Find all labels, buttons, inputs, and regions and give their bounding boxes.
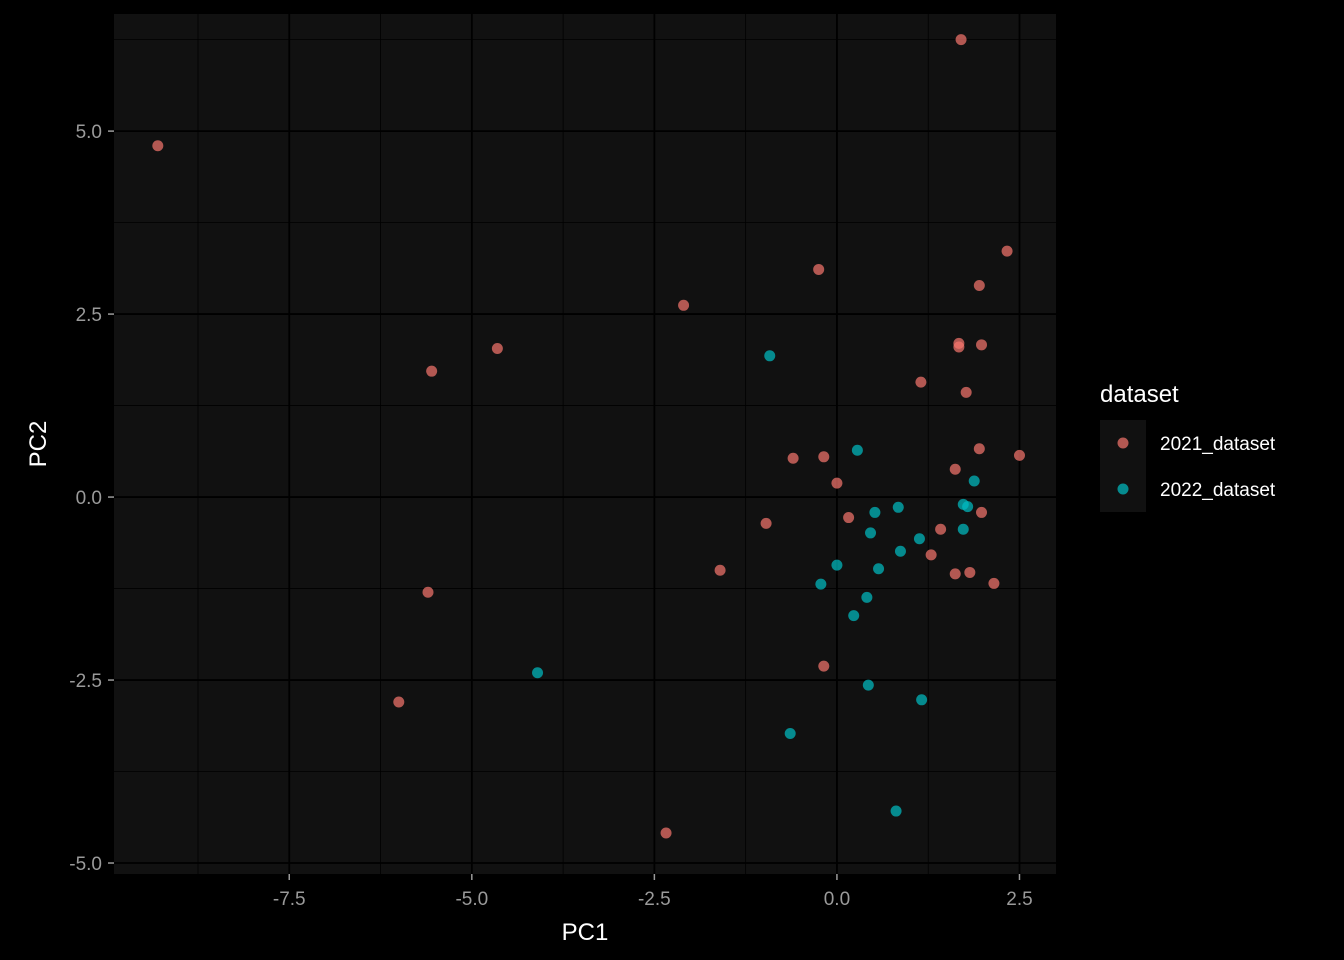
point-2022_dataset <box>784 727 796 739</box>
point-2021_dataset <box>843 512 855 524</box>
minor-grid <box>114 14 1056 874</box>
point-2022_dataset <box>869 506 881 518</box>
point-2021_dataset <box>760 517 772 529</box>
point-2021_dataset <box>988 577 1000 589</box>
x-tick-label: 2.5 <box>1006 889 1032 910</box>
point-2022_dataset <box>764 350 776 362</box>
point-2021_dataset <box>1013 449 1025 461</box>
point-2021_dataset <box>960 386 972 398</box>
point-2021_dataset <box>925 549 937 561</box>
point-2022_dataset <box>862 679 874 691</box>
point-2021_dataset <box>678 299 690 311</box>
point-2022_dataset <box>532 667 544 679</box>
major-grid <box>114 14 1056 874</box>
plot-panel <box>114 14 1056 874</box>
point-2021_dataset <box>787 452 799 464</box>
x-tick-label: 0.0 <box>824 889 850 910</box>
point-2022_dataset <box>873 563 885 575</box>
point-2021_dataset <box>973 280 985 292</box>
point-2021_dataset <box>152 140 164 152</box>
point-2021_dataset <box>1001 245 1013 257</box>
y-tick-label: -2.5 <box>69 671 102 692</box>
point-2022_dataset <box>890 805 902 817</box>
point-2022_dataset <box>831 559 843 571</box>
point-2021_dataset <box>973 443 985 455</box>
point-2022_dataset <box>848 610 860 622</box>
point-2021_dataset <box>714 564 726 576</box>
point-2021_dataset <box>949 463 961 475</box>
y-axis-title: PC2 <box>25 421 52 468</box>
point-2022_dataset <box>892 501 904 513</box>
y-tick-label: -5.0 <box>69 854 102 875</box>
point-2021_dataset <box>491 342 503 354</box>
point-2022_dataset <box>894 545 906 557</box>
point-2022_dataset <box>968 475 980 487</box>
point-2022_dataset <box>962 501 974 513</box>
legend-key-2021_dataset <box>1117 437 1129 449</box>
point-2021_dataset <box>953 341 965 353</box>
point-2021_dataset <box>813 263 825 275</box>
legend-title: dataset <box>1100 381 1179 408</box>
point-2021_dataset <box>976 339 988 351</box>
x-tick-label: -2.5 <box>638 889 671 910</box>
point-2021_dataset <box>955 34 967 46</box>
legend-key-background <box>1100 420 1146 512</box>
point-2021_dataset <box>818 660 830 672</box>
point-2022_dataset <box>916 694 928 706</box>
x-axis-title: PC1 <box>562 919 609 946</box>
point-2022_dataset <box>957 523 969 535</box>
point-2021_dataset <box>393 696 405 708</box>
point-2021_dataset <box>426 365 438 377</box>
point-2022_dataset <box>913 533 925 545</box>
point-2021_dataset <box>935 523 947 535</box>
x-tick-label: -7.5 <box>273 889 306 910</box>
y-axis-ticks: -5.0 -2.5 0.0 2.5 5.0 <box>69 122 114 875</box>
legend: dataset 2021_dataset 2022_dataset <box>1100 381 1276 512</box>
point-2021_dataset <box>660 827 672 839</box>
y-tick-label: 2.5 <box>76 305 102 326</box>
point-2022_dataset <box>815 578 827 590</box>
point-2021_dataset <box>949 568 961 580</box>
legend-key-2022_dataset <box>1117 483 1129 495</box>
point-2021_dataset <box>915 376 927 388</box>
y-tick-label: 5.0 <box>76 122 102 143</box>
legend-label: 2022_dataset <box>1160 480 1276 501</box>
y-tick-label: 0.0 <box>76 488 102 509</box>
data-points <box>152 34 1025 839</box>
point-2022_dataset <box>865 527 877 539</box>
x-axis-ticks: -7.5 -5.0 -2.5 0.0 2.5 <box>273 874 1033 910</box>
point-2021_dataset <box>831 477 843 489</box>
x-tick-label: -5.0 <box>455 889 488 910</box>
legend-label: 2021_dataset <box>1160 434 1276 455</box>
point-2021_dataset <box>422 586 434 598</box>
point-2021_dataset <box>976 506 988 518</box>
point-2021_dataset <box>964 566 976 578</box>
point-2022_dataset <box>851 444 863 456</box>
point-2022_dataset <box>861 591 873 603</box>
point-2021_dataset <box>818 451 830 463</box>
